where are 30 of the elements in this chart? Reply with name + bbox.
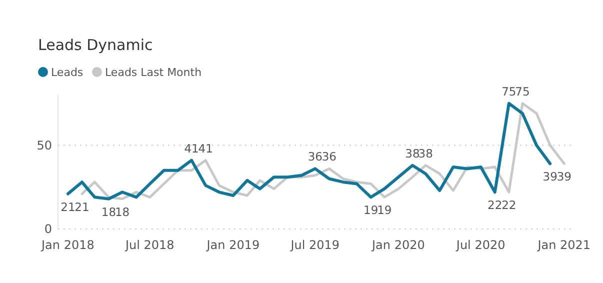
data-label: 38 [418, 146, 433, 160]
y-tick-label: 50 [36, 138, 52, 152]
data-label: 21 [74, 200, 90, 214]
legend-label: Leads [51, 66, 84, 79]
data-label: 39 [542, 170, 558, 184]
data-label: 22 [488, 198, 502, 212]
data-label: 41 [198, 141, 213, 156]
data-label: 22 [502, 198, 516, 212]
x-tick-label: Jan 2020 [371, 238, 425, 252]
data-label: 36 [322, 150, 336, 164]
x-tick-label: Jan 2018 [40, 238, 94, 252]
data-label: 19 [364, 203, 378, 218]
data-label: 41 [184, 141, 199, 156]
y-tick-label: 0 [44, 222, 52, 236]
data-label: 38 [405, 146, 420, 160]
chart-title: Leads Dynamic [38, 36, 153, 54]
x-tick-label: Jul 2020 [455, 238, 506, 252]
data-label: 75 [515, 84, 530, 98]
x-tick-label: Jan 2019 [206, 238, 260, 252]
data-label: 19 [377, 203, 392, 218]
data-label: 18 [101, 204, 116, 219]
x-tick-label: Jan 2021 [536, 238, 591, 252]
data-label: 21 [60, 200, 76, 214]
data-label: 39 [556, 170, 572, 184]
x-tick-label: Jul 2018 [124, 238, 174, 252]
data-label: 75 [502, 84, 516, 98]
x-tick-label: Jul 2019 [290, 238, 340, 252]
legend-label: Leads Last Month [105, 66, 202, 79]
data-label: 18 [114, 204, 130, 219]
data-label: 36 [308, 150, 322, 164]
